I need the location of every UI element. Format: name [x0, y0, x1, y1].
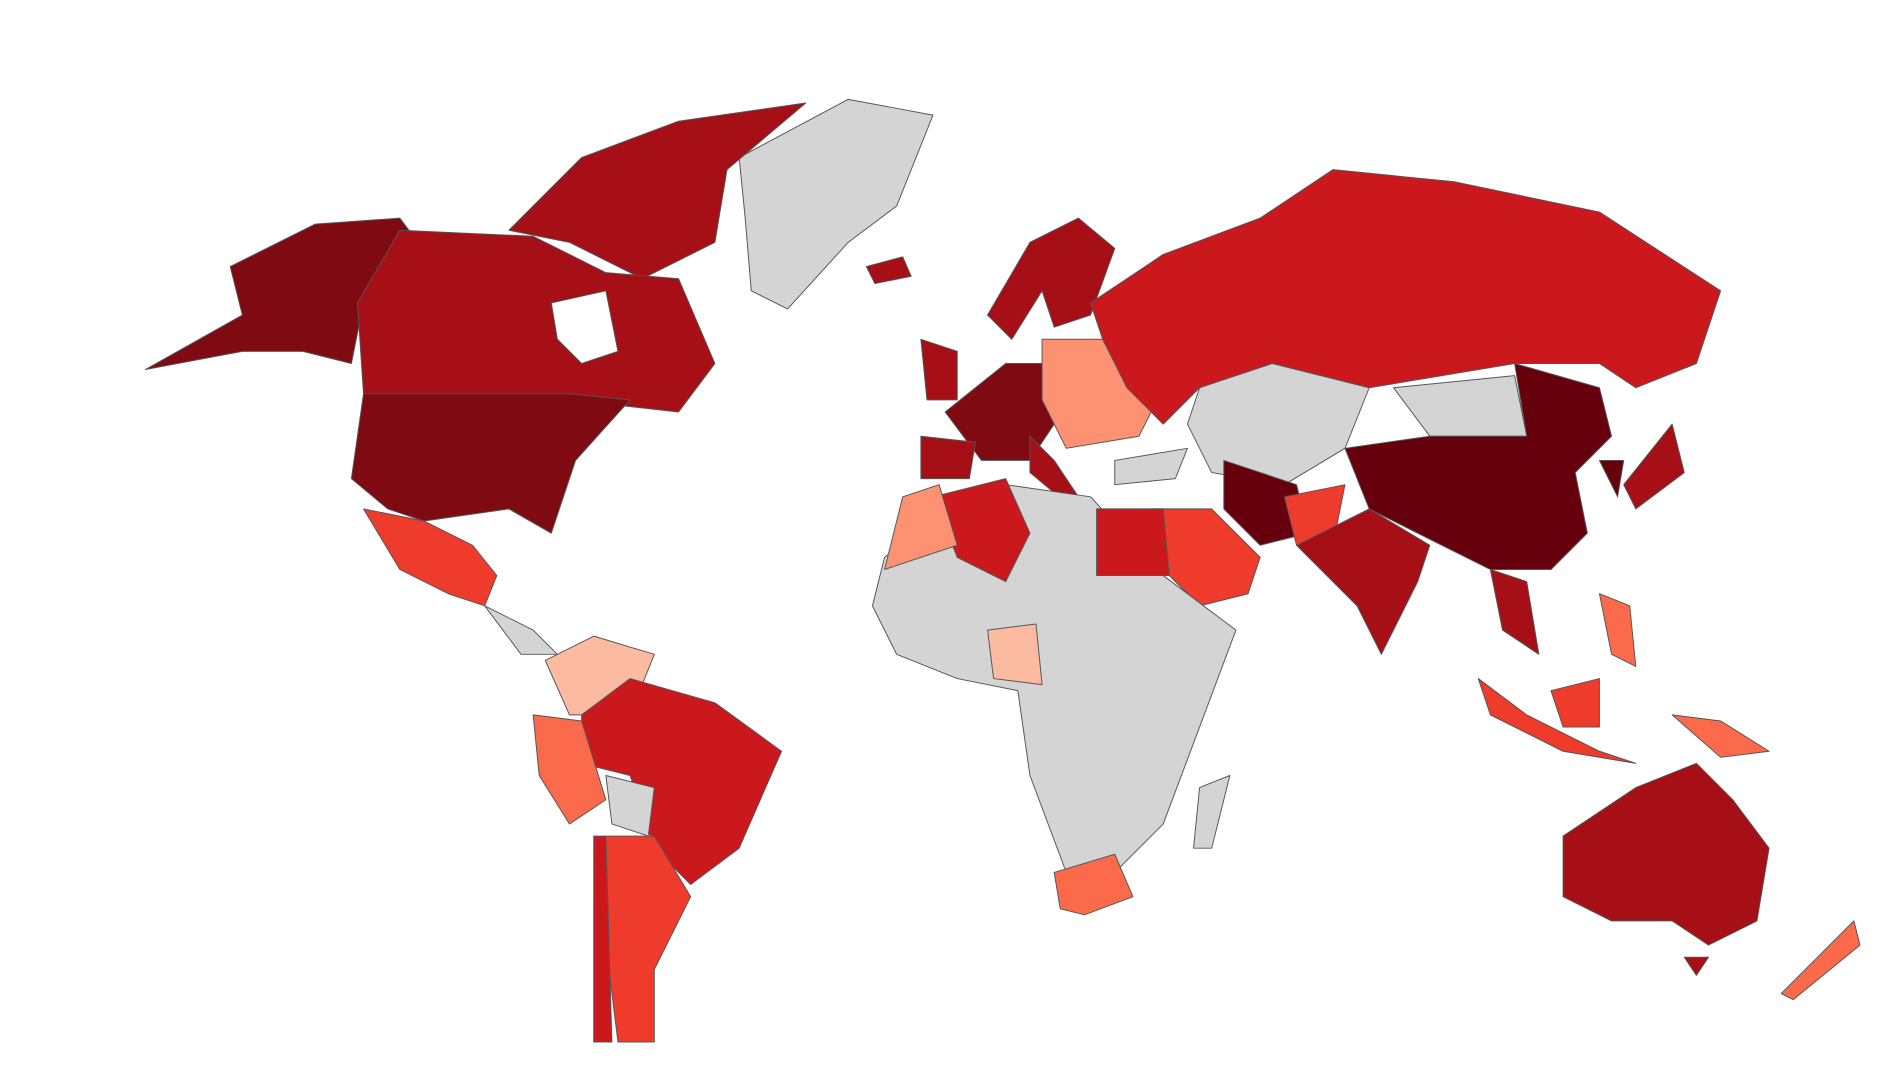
usa — [350, 393, 631, 534]
algeria — [932, 478, 1031, 583]
scandinavia — [987, 217, 1116, 340]
turkey — [1114, 447, 1188, 486]
hudson-bay — [550, 290, 619, 364]
central-asia — [1186, 363, 1370, 486]
philippines — [1598, 593, 1637, 667]
arctic-islands — [508, 102, 807, 280]
uk — [920, 338, 958, 401]
peru — [532, 714, 607, 825]
countries — [144, 98, 1861, 1043]
madagascar — [1193, 775, 1231, 849]
japan — [1623, 423, 1685, 510]
nigeria — [987, 623, 1043, 686]
canada — [356, 229, 716, 413]
new-zealand — [1780, 920, 1861, 1001]
iceland — [865, 256, 912, 285]
russia — [1090, 169, 1722, 425]
greenland — [738, 98, 934, 310]
india — [1296, 508, 1431, 655]
china — [1344, 363, 1613, 570]
mexico — [363, 508, 498, 607]
new-guinea — [1671, 714, 1770, 758]
iberia — [920, 435, 976, 480]
chile — [593, 835, 613, 1043]
central-america — [484, 605, 558, 655]
south-africa — [1053, 853, 1134, 916]
morocco — [884, 484, 958, 570]
brazil — [581, 678, 783, 886]
sumatra-java — [1477, 678, 1637, 764]
borneo — [1550, 678, 1600, 728]
southeast-asia — [1489, 569, 1540, 655]
egypt — [1096, 508, 1170, 577]
alaska — [144, 217, 419, 371]
tasmania — [1683, 956, 1709, 976]
korea — [1598, 459, 1625, 498]
australia — [1562, 762, 1770, 946]
mongolia — [1392, 375, 1528, 437]
iran — [1223, 459, 1310, 546]
africa — [871, 484, 1237, 873]
